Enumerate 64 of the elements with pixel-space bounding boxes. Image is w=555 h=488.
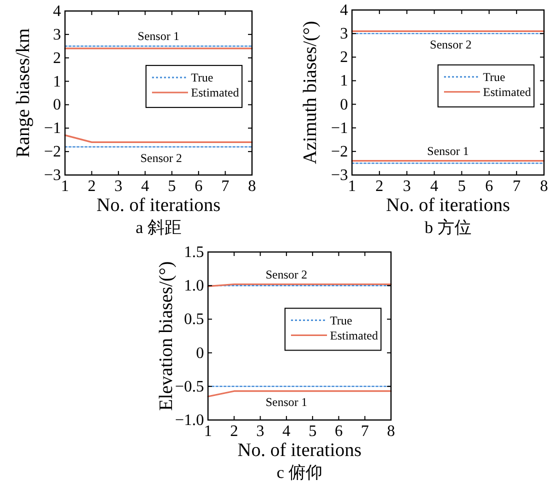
- x-axis-title: No. of iterations: [237, 440, 362, 461]
- x-tick-label: 5: [308, 423, 317, 440]
- y-tick-label: 0.5: [184, 311, 204, 328]
- annotation: Sensor 2: [140, 150, 182, 165]
- annotation: Sensor 1: [266, 395, 308, 410]
- y-tick-label: 0: [196, 344, 204, 362]
- annotation: Sensor 2: [430, 38, 472, 52]
- y-tick-label: 1: [53, 73, 61, 90]
- x-tick-label: 5: [168, 178, 176, 195]
- y-tick-label: 3: [340, 26, 348, 43]
- x-tick-label: 4: [141, 178, 150, 195]
- y-tick-label: 1.0: [184, 278, 204, 295]
- text: a 斜距: [136, 218, 182, 237]
- text: b 方位: [424, 218, 472, 237]
- x-tick-label: 2: [375, 178, 384, 195]
- x-tick-label: 4: [430, 178, 438, 195]
- x-tick-label: 8: [540, 178, 548, 195]
- y-tick-label: 1.5: [184, 244, 204, 261]
- y-tick-label: −2: [330, 143, 348, 160]
- x-axis-title: No. of iterations: [386, 195, 510, 216]
- text: c 俯仰: [276, 463, 322, 482]
- y-tick-label: −1: [330, 120, 348, 137]
- x-tick-label: 7: [221, 178, 230, 195]
- y-axis-title: Range biases/km: [13, 28, 34, 158]
- y-axis-title: Azimuth biases/(°): [300, 20, 321, 164]
- annotation: Sensor 2: [266, 267, 308, 282]
- legend-label: True: [330, 313, 352, 328]
- y-tick-label: 2: [340, 49, 348, 66]
- y-tick-label: −1: [44, 120, 61, 138]
- x-tick-label: 7: [512, 178, 521, 195]
- y-tick-label: 4: [340, 2, 348, 19]
- y-tick-label: 3: [53, 26, 61, 44]
- x-tick-label: 3: [114, 178, 122, 195]
- x-tick-label: 6: [334, 423, 343, 440]
- annotation: Sensor 1: [138, 29, 180, 44]
- x-tick-label: 8: [248, 178, 256, 195]
- x-tick-label: 6: [194, 178, 203, 195]
- x-tick-label: 5: [458, 178, 466, 195]
- x-tick-label: 3: [256, 423, 264, 440]
- legend-label: Estimated: [483, 84, 531, 99]
- y-tick-label: 4: [53, 3, 61, 20]
- x-tick-label: 4: [282, 423, 290, 440]
- legend-label: True: [191, 70, 214, 84]
- y-axis-title: Elevation biases/(°): [156, 261, 177, 411]
- x-tick-label: 2: [88, 178, 96, 195]
- y-tick-label: 1: [340, 72, 348, 90]
- y-tick-label: 0: [340, 96, 348, 114]
- y-tick-label: −3: [330, 167, 348, 184]
- x-tick-label: 8: [387, 423, 395, 440]
- y-tick-label: −2: [44, 144, 61, 161]
- y-tick-label: −0.5: [174, 378, 204, 396]
- legend-label: Estimated: [330, 328, 378, 342]
- y-tick-label: 0: [53, 96, 61, 114]
- legend-label: True: [483, 70, 506, 84]
- x-tick-label: 3: [402, 178, 411, 195]
- y-tick-label: 2: [53, 50, 61, 67]
- x-tick-label: 7: [360, 423, 369, 440]
- x-tick-label: 6: [485, 178, 494, 195]
- x-axis-title: No. of iterations: [96, 195, 221, 216]
- annotation: Sensor 1: [427, 144, 469, 158]
- legend-label: Estimated: [191, 85, 239, 100]
- y-tick-label: −3: [44, 167, 61, 184]
- y-tick-label: −1.0: [174, 412, 204, 429]
- x-tick-label: 2: [230, 423, 238, 440]
